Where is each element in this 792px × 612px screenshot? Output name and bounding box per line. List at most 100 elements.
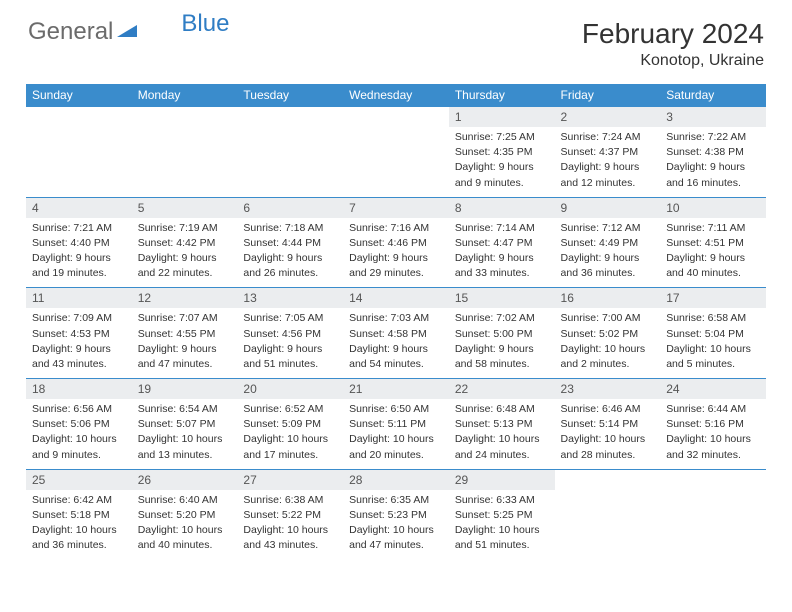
day-detail-row: Sunrise: 7:09 AMSunset: 4:53 PMDaylight:…: [26, 308, 766, 378]
day-number-cell: 25: [26, 469, 132, 490]
day-number-cell: 10: [660, 197, 766, 218]
sunrise-text: Sunrise: 7:22 AM: [666, 130, 760, 144]
dl1-text: Daylight: 9 hours: [666, 251, 760, 265]
day-detail-cell: Sunrise: 6:56 AMSunset: 5:06 PMDaylight:…: [26, 399, 132, 469]
dl1-text: Daylight: 10 hours: [32, 523, 126, 537]
dl1-text: Daylight: 9 hours: [138, 251, 232, 265]
sunset-text: Sunset: 4:47 PM: [455, 236, 549, 250]
day-number-cell: 22: [449, 379, 555, 400]
day-number-cell: 3: [660, 107, 766, 128]
dl2-text: and 16 minutes.: [666, 176, 760, 190]
dl2-text: and 43 minutes.: [32, 357, 126, 371]
day-number-row: 11121314151617: [26, 288, 766, 309]
sunrise-text: Sunrise: 7:24 AM: [561, 130, 655, 144]
dl1-text: Daylight: 10 hours: [32, 432, 126, 446]
sunset-text: Sunset: 4:56 PM: [243, 327, 337, 341]
dl2-text: and 2 minutes.: [561, 357, 655, 371]
dl1-text: Daylight: 10 hours: [561, 432, 655, 446]
sunset-text: Sunset: 5:22 PM: [243, 508, 337, 522]
day-detail-cell: Sunrise: 7:14 AMSunset: 4:47 PMDaylight:…: [449, 218, 555, 288]
sunrise-text: Sunrise: 7:07 AM: [138, 311, 232, 325]
dl2-text: and 13 minutes.: [138, 448, 232, 462]
dl2-text: and 36 minutes.: [32, 538, 126, 552]
dl1-text: Daylight: 9 hours: [561, 251, 655, 265]
day-number-cell: 14: [343, 288, 449, 309]
day-detail-cell: Sunrise: 6:54 AMSunset: 5:07 PMDaylight:…: [132, 399, 238, 469]
page-header: General Blue February 2024 Konotop, Ukra…: [0, 0, 792, 78]
sunrise-text: Sunrise: 6:54 AM: [138, 402, 232, 416]
dl2-text: and 33 minutes.: [455, 266, 549, 280]
day-number-cell: 29: [449, 469, 555, 490]
day-detail-cell: Sunrise: 7:19 AMSunset: 4:42 PMDaylight:…: [132, 218, 238, 288]
day-number-cell: [132, 107, 238, 128]
dl1-text: Daylight: 9 hours: [455, 160, 549, 174]
day-detail-cell: Sunrise: 7:24 AMSunset: 4:37 PMDaylight:…: [555, 127, 661, 197]
day-detail-cell: Sunrise: 7:11 AMSunset: 4:51 PMDaylight:…: [660, 218, 766, 288]
sunset-text: Sunset: 5:02 PM: [561, 327, 655, 341]
sunrise-text: Sunrise: 7:14 AM: [455, 221, 549, 235]
sunrise-text: Sunrise: 6:50 AM: [349, 402, 443, 416]
day-number-cell: 1: [449, 107, 555, 128]
day-detail-cell: Sunrise: 6:42 AMSunset: 5:18 PMDaylight:…: [26, 490, 132, 560]
day-detail-cell: Sunrise: 7:12 AMSunset: 4:49 PMDaylight:…: [555, 218, 661, 288]
day-detail-cell: Sunrise: 6:48 AMSunset: 5:13 PMDaylight:…: [449, 399, 555, 469]
dl2-text: and 40 minutes.: [138, 538, 232, 552]
sunrise-text: Sunrise: 7:12 AM: [561, 221, 655, 235]
dl2-text: and 22 minutes.: [138, 266, 232, 280]
sunset-text: Sunset: 5:25 PM: [455, 508, 549, 522]
day-detail-row: Sunrise: 7:21 AMSunset: 4:40 PMDaylight:…: [26, 218, 766, 288]
logo-text-gray: General: [28, 18, 113, 46]
day-number-cell: [26, 107, 132, 128]
dl1-text: Daylight: 10 hours: [138, 523, 232, 537]
day-detail-cell: Sunrise: 6:58 AMSunset: 5:04 PMDaylight:…: [660, 308, 766, 378]
dl2-text: and 26 minutes.: [243, 266, 337, 280]
sunset-text: Sunset: 5:14 PM: [561, 417, 655, 431]
day-detail-cell: [132, 127, 238, 197]
day-number-cell: 15: [449, 288, 555, 309]
sunset-text: Sunset: 4:40 PM: [32, 236, 126, 250]
day-number-cell: 8: [449, 197, 555, 218]
sunrise-text: Sunrise: 7:19 AM: [138, 221, 232, 235]
day-detail-cell: Sunrise: 7:03 AMSunset: 4:58 PMDaylight:…: [343, 308, 449, 378]
dl1-text: Daylight: 10 hours: [666, 342, 760, 356]
dl1-text: Daylight: 10 hours: [455, 523, 549, 537]
sunset-text: Sunset: 4:37 PM: [561, 145, 655, 159]
day-header-row: Sunday Monday Tuesday Wednesday Thursday…: [26, 84, 766, 107]
location-label: Konotop, Ukraine: [582, 52, 764, 70]
dl1-text: Daylight: 9 hours: [243, 251, 337, 265]
dl2-text: and 47 minutes.: [138, 357, 232, 371]
day-detail-cell: [237, 127, 343, 197]
day-number-cell: 19: [132, 379, 238, 400]
sunset-text: Sunset: 5:00 PM: [455, 327, 549, 341]
day-number-cell: 11: [26, 288, 132, 309]
day-number-cell: 12: [132, 288, 238, 309]
sunrise-text: Sunrise: 7:21 AM: [32, 221, 126, 235]
day-detail-cell: Sunrise: 6:44 AMSunset: 5:16 PMDaylight:…: [660, 399, 766, 469]
day-detail-row: Sunrise: 7:25 AMSunset: 4:35 PMDaylight:…: [26, 127, 766, 197]
dl2-text: and 28 minutes.: [561, 448, 655, 462]
sunset-text: Sunset: 4:38 PM: [666, 145, 760, 159]
sunset-text: Sunset: 5:23 PM: [349, 508, 443, 522]
dl1-text: Daylight: 9 hours: [32, 251, 126, 265]
day-detail-cell: Sunrise: 7:22 AMSunset: 4:38 PMDaylight:…: [660, 127, 766, 197]
day-detail-cell: [26, 127, 132, 197]
sunrise-text: Sunrise: 6:38 AM: [243, 493, 337, 507]
dl2-text: and 47 minutes.: [349, 538, 443, 552]
dl1-text: Daylight: 9 hours: [561, 160, 655, 174]
dl2-text: and 51 minutes.: [243, 357, 337, 371]
day-number-cell: 13: [237, 288, 343, 309]
day-number-cell: 26: [132, 469, 238, 490]
dl2-text: and 43 minutes.: [243, 538, 337, 552]
sunset-text: Sunset: 5:13 PM: [455, 417, 549, 431]
sunrise-text: Sunrise: 6:48 AM: [455, 402, 549, 416]
dl2-text: and 32 minutes.: [666, 448, 760, 462]
dl1-text: Daylight: 9 hours: [349, 251, 443, 265]
day-detail-cell: [343, 127, 449, 197]
day-header: Friday: [555, 84, 661, 107]
day-number-cell: 18: [26, 379, 132, 400]
dl1-text: Daylight: 9 hours: [138, 342, 232, 356]
day-detail-cell: Sunrise: 6:50 AMSunset: 5:11 PMDaylight:…: [343, 399, 449, 469]
day-number-cell: 17: [660, 288, 766, 309]
day-number-cell: 20: [237, 379, 343, 400]
day-number-cell: 27: [237, 469, 343, 490]
